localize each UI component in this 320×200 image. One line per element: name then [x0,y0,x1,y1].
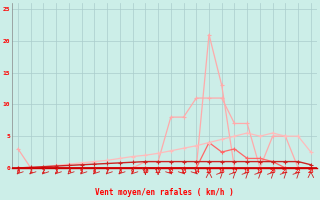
X-axis label: Vent moyen/en rafales ( km/h ): Vent moyen/en rafales ( km/h ) [95,188,234,197]
